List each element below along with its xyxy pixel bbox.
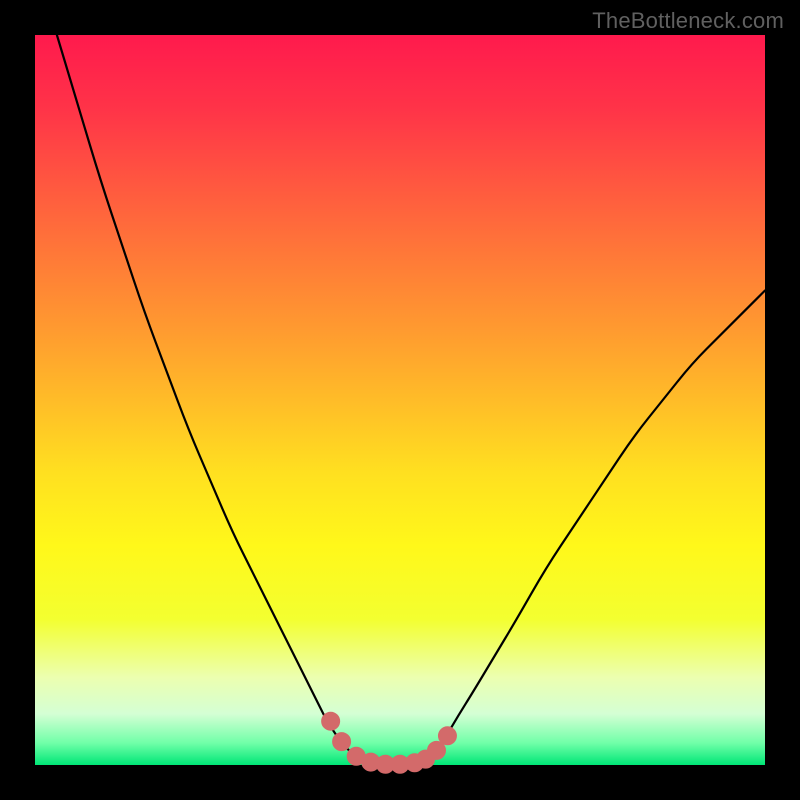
bottom-marker xyxy=(333,733,351,751)
bottleneck-chart-image: TheBottleneck.com xyxy=(0,0,800,800)
plot-background xyxy=(35,35,765,765)
chart-svg xyxy=(0,0,800,800)
bottom-marker xyxy=(438,727,456,745)
bottom-marker xyxy=(322,712,340,730)
bottom-marker xyxy=(428,741,446,759)
